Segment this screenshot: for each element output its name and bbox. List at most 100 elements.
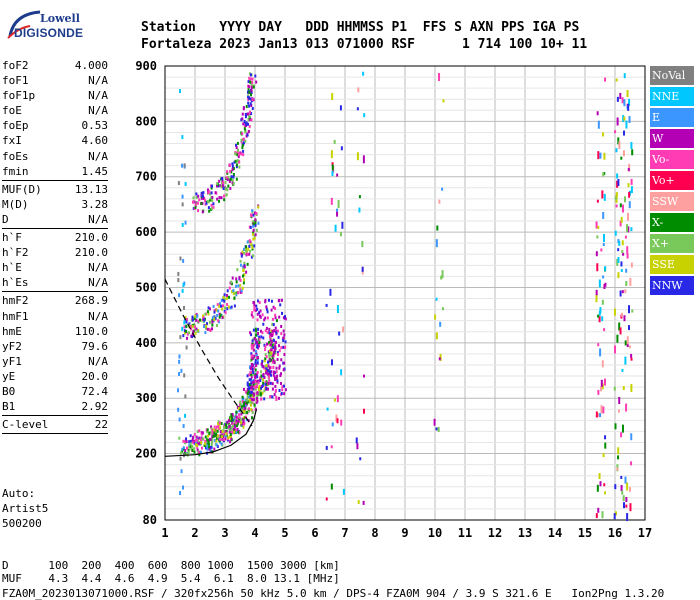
param-row: M(D) 3.28	[2, 197, 108, 212]
echo-point	[604, 266, 607, 272]
echo-point	[277, 335, 280, 339]
echo-point	[207, 312, 210, 316]
echo-point	[602, 406, 605, 414]
echo-point	[244, 399, 247, 403]
echo-point	[243, 421, 246, 425]
echo-point	[256, 399, 259, 403]
legend-item-noval: NoVal	[650, 66, 694, 85]
echo-point	[627, 226, 630, 233]
echo-point	[227, 305, 230, 309]
echo-point	[194, 205, 197, 209]
echo-point	[253, 236, 256, 240]
echo-point	[183, 329, 186, 333]
echo-point	[251, 416, 254, 420]
echo-point	[229, 434, 232, 438]
echo-point	[226, 303, 229, 307]
echo-point	[222, 436, 225, 440]
header-time-label: DDD HHMMSS P1	[305, 20, 408, 35]
legend-item-e: E	[650, 108, 694, 127]
echo-point	[211, 441, 214, 445]
echo-point	[236, 422, 239, 426]
echo-point	[204, 202, 207, 206]
echo-point	[224, 430, 227, 434]
echo-point	[194, 331, 197, 335]
echo-point	[224, 187, 227, 191]
echo-point	[362, 500, 365, 505]
echo-point	[237, 419, 240, 423]
echo-point	[616, 180, 619, 188]
echo-point	[264, 329, 267, 333]
echo-point	[620, 261, 623, 267]
echo-point	[264, 381, 267, 385]
echo-point	[270, 358, 273, 362]
echo-point	[229, 306, 232, 310]
echo-point	[266, 310, 269, 314]
echo-point	[220, 185, 223, 189]
echo-point	[221, 184, 224, 188]
echo-point	[236, 268, 239, 272]
echo-point	[623, 99, 626, 107]
echo-point	[284, 388, 287, 392]
echo-point	[331, 164, 334, 171]
echo-point	[195, 192, 198, 196]
echo-point	[256, 391, 259, 395]
echo-point	[250, 88, 253, 92]
echo-point	[185, 345, 188, 350]
echo-point	[246, 133, 249, 137]
echo-point	[602, 275, 605, 279]
legend-item-ssw: SSW	[650, 192, 694, 211]
echo-point	[241, 286, 244, 290]
echo-point	[248, 104, 251, 108]
profile-curve	[164, 409, 258, 457]
echo-point	[247, 84, 250, 88]
echo-point	[265, 342, 268, 346]
echo-point	[215, 308, 218, 312]
echo-point	[325, 497, 328, 501]
echo-point	[275, 376, 278, 380]
echo-point	[329, 288, 332, 296]
echo-point	[253, 354, 256, 358]
echo-point	[225, 296, 228, 300]
echo-point	[272, 350, 275, 354]
echo-point	[623, 73, 626, 79]
echo-point	[614, 484, 617, 490]
echo-point	[234, 159, 237, 163]
echo-point	[191, 438, 194, 442]
echo-point	[206, 438, 209, 442]
echo-point	[595, 251, 598, 257]
echo-point	[218, 196, 221, 200]
echo-point	[257, 381, 260, 385]
echo-point	[627, 212, 630, 221]
echo-point	[242, 122, 245, 126]
echo-point	[203, 318, 206, 322]
echo-point	[263, 397, 266, 401]
echo-point	[604, 378, 607, 386]
echo-point	[336, 305, 339, 314]
echo-point	[252, 222, 255, 226]
echo-point	[205, 428, 208, 432]
echo-point	[247, 101, 250, 105]
echo-point	[596, 199, 599, 203]
echo-point	[207, 199, 210, 203]
echo-point	[210, 191, 213, 195]
echo-point	[247, 386, 250, 390]
echo-point	[273, 361, 276, 365]
echo-point	[253, 234, 256, 238]
param-name: hmF1	[2, 309, 29, 323]
echo-point	[620, 156, 623, 160]
echo-point	[205, 326, 208, 330]
echo-point	[261, 384, 264, 388]
echo-point	[248, 252, 251, 256]
echo-point	[245, 410, 248, 414]
echo-point	[601, 316, 604, 322]
param-value: 110.0	[74, 324, 108, 338]
echo-point	[625, 120, 628, 129]
echo-point	[229, 432, 232, 436]
echo-point	[260, 362, 263, 366]
echo-point	[615, 192, 618, 198]
echo-point	[630, 461, 633, 466]
header-row-values: Fortaleza 2023 Jan13 013 071000 RSF 1 71…	[141, 37, 587, 52]
echo-point	[185, 317, 188, 321]
echo-point	[250, 407, 253, 411]
echo-point	[618, 141, 621, 150]
